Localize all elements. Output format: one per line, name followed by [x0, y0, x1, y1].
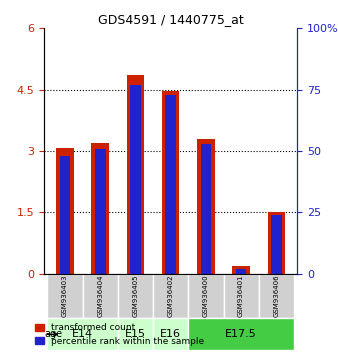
Text: GSM936403: GSM936403 [62, 275, 68, 317]
Title: GDS4591 / 1440775_at: GDS4591 / 1440775_at [98, 13, 244, 26]
Text: E16: E16 [160, 329, 181, 339]
FancyBboxPatch shape [47, 318, 118, 350]
FancyBboxPatch shape [47, 274, 83, 318]
FancyBboxPatch shape [118, 274, 153, 318]
Bar [236, 269, 246, 274]
FancyBboxPatch shape [83, 274, 118, 318]
Legend: transformed count, percentile rank within the sample: transformed count, percentile rank withi… [31, 320, 208, 349]
FancyBboxPatch shape [223, 274, 259, 318]
Bar [130, 85, 141, 274]
FancyBboxPatch shape [259, 274, 294, 318]
FancyBboxPatch shape [153, 274, 188, 318]
Bar [92, 143, 109, 274]
Text: GSM936404: GSM936404 [97, 275, 103, 317]
Bar [267, 212, 285, 274]
Bar [232, 266, 250, 274]
Bar [60, 156, 70, 274]
Bar [162, 91, 179, 274]
Bar [56, 148, 74, 274]
Text: GSM936400: GSM936400 [203, 275, 209, 317]
FancyBboxPatch shape [118, 318, 153, 350]
Bar [95, 149, 105, 274]
Text: GSM936406: GSM936406 [273, 275, 279, 317]
Text: GSM936405: GSM936405 [132, 275, 139, 317]
Bar [127, 75, 144, 274]
FancyBboxPatch shape [188, 318, 294, 350]
Text: age: age [45, 329, 63, 339]
Text: E15: E15 [125, 329, 146, 339]
Bar [271, 215, 282, 274]
Bar [197, 139, 215, 274]
Bar [165, 95, 176, 274]
Text: GSM936402: GSM936402 [168, 275, 174, 317]
Bar [201, 144, 211, 274]
FancyBboxPatch shape [153, 318, 188, 350]
Text: E17.5: E17.5 [225, 329, 257, 339]
Text: GSM936401: GSM936401 [238, 275, 244, 317]
Text: E14: E14 [72, 329, 93, 339]
FancyBboxPatch shape [188, 274, 223, 318]
